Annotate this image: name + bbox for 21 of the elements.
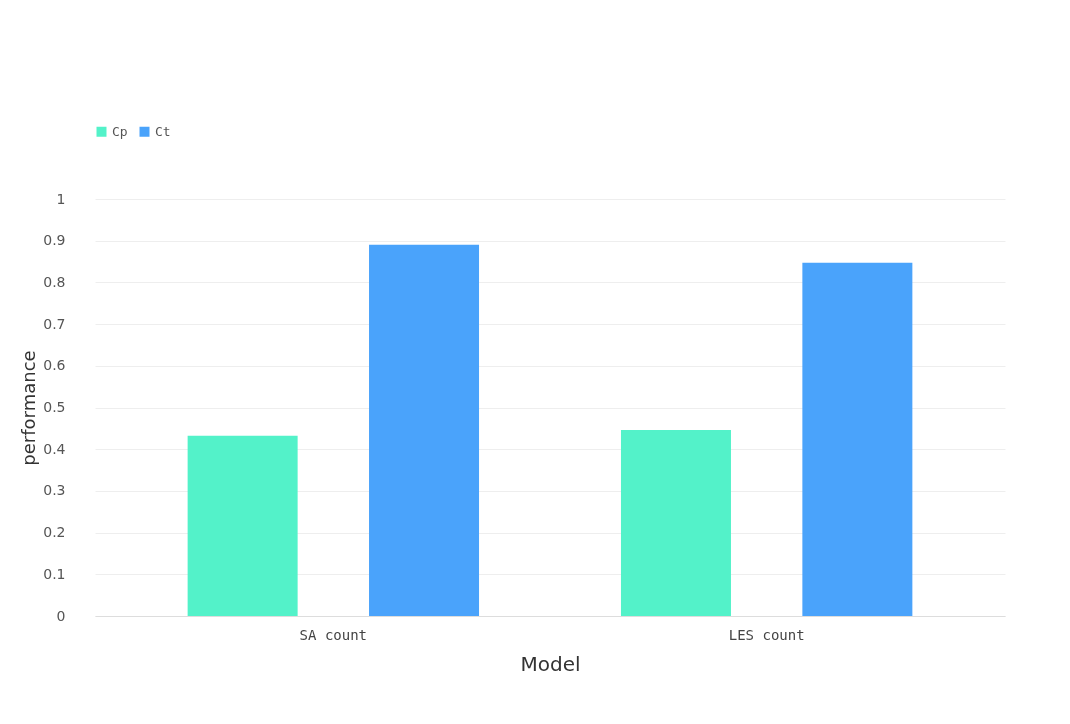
y-tick-label: 0.6 [43, 357, 66, 374]
legend-label: Ct [155, 123, 171, 139]
y-tick-label: 0.5 [43, 399, 66, 415]
x-axis-title: Model [520, 651, 581, 676]
y-tick-label: 0.7 [43, 315, 66, 332]
y-tick-label: 0.2 [43, 524, 66, 541]
y-tick-label: 0 [56, 607, 66, 624]
bar [802, 262, 913, 616]
y-tick-label: 0.4 [43, 440, 66, 457]
y-tick-label: 0.8 [43, 273, 66, 290]
bar [369, 244, 480, 616]
y-tick-label: 1 [56, 190, 66, 207]
y-axis-title: performance [18, 350, 40, 466]
legend-label: Cp [112, 123, 128, 139]
y-tick-label: 0.1 [43, 565, 66, 582]
bar [187, 435, 298, 616]
bar [620, 430, 731, 616]
x-tick-label: LES count [728, 626, 805, 643]
x-tick-label: SA count [299, 626, 368, 643]
y-tick-label: 0.9 [43, 232, 66, 249]
y-tick-label: 0.3 [43, 482, 66, 499]
